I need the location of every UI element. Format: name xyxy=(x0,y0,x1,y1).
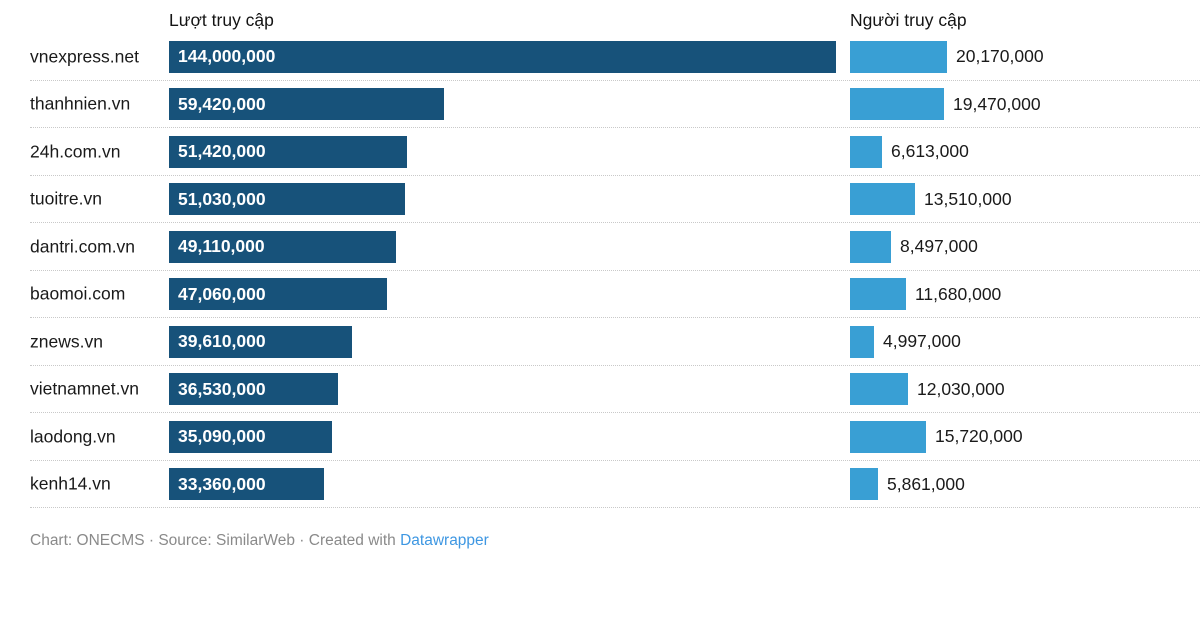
visitors-value-label: 6,613,000 xyxy=(891,141,969,162)
table-row: dantri.com.vn 49,110,000 8,497,000 xyxy=(0,223,1200,271)
site-label: znews.vn xyxy=(30,331,103,352)
visitors-value-label: 11,680,000 xyxy=(915,283,1002,304)
site-label: thanhnien.vn xyxy=(30,93,131,114)
visits-value-label: 49,110,000 xyxy=(178,236,265,257)
site-label: 24h.com.vn xyxy=(30,141,121,162)
visits-value-label: 51,030,000 xyxy=(178,188,266,209)
visits-bar: 39,610,000 xyxy=(169,325,352,358)
visits-value-label: 39,610,000 xyxy=(178,331,266,352)
site-label: vnexpress.net xyxy=(30,46,139,67)
table-row: kenh14.vn 33,360,000 5,861,000 xyxy=(0,461,1200,509)
site-label: laodong.vn xyxy=(30,426,116,447)
visits-bar: 33,360,000 xyxy=(169,468,324,501)
visitors-value-label: 5,861,000 xyxy=(887,473,965,494)
table-row: tuoitre.vn 51,030,000 13,510,000 xyxy=(0,176,1200,224)
visitors-column-header: Người truy cập xyxy=(850,10,967,30)
visitors-bar xyxy=(850,88,944,121)
visits-value-label: 33,360,000 xyxy=(178,473,266,494)
visitors-bar-group: 20,170,000 xyxy=(850,40,1044,73)
visitors-bar-group: 4,997,000 xyxy=(850,325,961,358)
visitors-bar-group: 6,613,000 xyxy=(850,135,969,168)
visitors-bar xyxy=(850,40,947,73)
visitors-value-label: 12,030,000 xyxy=(917,378,1005,399)
visits-value-label: 144,000,000 xyxy=(178,46,276,67)
visits-value-label: 35,090,000 xyxy=(178,426,266,447)
visitors-bar xyxy=(850,278,906,311)
site-label: vietnamnet.vn xyxy=(30,378,139,399)
visits-bar: 59,420,000 xyxy=(169,88,444,121)
table-row: laodong.vn 35,090,000 15,720,000 xyxy=(0,413,1200,461)
visitors-bar xyxy=(850,230,891,263)
visitors-bar xyxy=(850,325,874,358)
visitors-value-label: 19,470,000 xyxy=(953,93,1041,114)
site-label: tuoitre.vn xyxy=(30,188,102,209)
attribution-text: Chart: ONECMS · Source: SimilarWeb · Cre… xyxy=(30,532,401,549)
visitors-value-label: 13,510,000 xyxy=(924,188,1012,209)
visits-bar: 47,060,000 xyxy=(169,278,387,311)
visits-bar: 144,000,000 xyxy=(169,40,836,73)
site-label: kenh14.vn xyxy=(30,473,111,494)
visitors-value-label: 4,997,000 xyxy=(883,331,961,352)
visitors-value-label: 8,497,000 xyxy=(900,236,978,257)
visitors-bar-group: 5,861,000 xyxy=(850,468,965,501)
visitors-bar-group: 13,510,000 xyxy=(850,183,1012,216)
visitors-bar xyxy=(850,420,926,453)
visitors-bar-group: 12,030,000 xyxy=(850,373,1005,406)
site-label: baomoi.com xyxy=(30,283,126,304)
visits-bar: 36,530,000 xyxy=(169,373,338,406)
visits-bar: 49,110,000 xyxy=(169,230,396,263)
table-row: vietnamnet.vn 36,530,000 12,030,000 xyxy=(0,366,1200,414)
visitors-bar xyxy=(850,468,878,501)
visits-value-label: 59,420,000 xyxy=(178,93,266,114)
visitors-bar-group: 15,720,000 xyxy=(850,420,1023,453)
visitors-bar-group: 11,680,000 xyxy=(850,278,1002,311)
table-row: thanhnien.vn 59,420,000 19,470,000 xyxy=(0,81,1200,129)
visitors-bar xyxy=(850,183,915,216)
visitors-value-label: 15,720,000 xyxy=(935,426,1023,447)
visitors-bar xyxy=(850,135,882,168)
table-row: vnexpress.net 144,000,000 20,170,000 xyxy=(0,33,1200,81)
visits-column-header: Lượt truy cập xyxy=(169,10,274,30)
visitors-bar-group: 19,470,000 xyxy=(850,88,1041,121)
visitors-bar xyxy=(850,373,908,406)
visits-value-label: 51,420,000 xyxy=(178,141,266,162)
table-row: baomoi.com 47,060,000 11,680,000 xyxy=(0,271,1200,319)
visits-value-label: 47,060,000 xyxy=(178,283,266,304)
column-headers: Lượt truy cập Người truy cập xyxy=(0,0,1200,33)
attribution-line: Chart: ONECMS · Source: SimilarWeb · Cre… xyxy=(30,532,1200,550)
datawrapper-link[interactable]: Datawrapper xyxy=(400,532,489,549)
visitors-value-label: 20,170,000 xyxy=(956,46,1044,67)
visits-value-label: 36,530,000 xyxy=(178,378,266,399)
table-row: znews.vn 39,610,000 4,997,000 xyxy=(0,318,1200,366)
visits-bar: 51,030,000 xyxy=(169,183,405,216)
visits-bar: 51,420,000 xyxy=(169,135,407,168)
table-row: 24h.com.vn 51,420,000 6,613,000 xyxy=(0,128,1200,176)
bar-rows: vnexpress.net 144,000,000 20,170,000 tha… xyxy=(0,33,1200,508)
visitors-bar-group: 8,497,000 xyxy=(850,230,978,263)
site-label: dantri.com.vn xyxy=(30,236,136,257)
visits-bar: 35,090,000 xyxy=(169,420,332,453)
